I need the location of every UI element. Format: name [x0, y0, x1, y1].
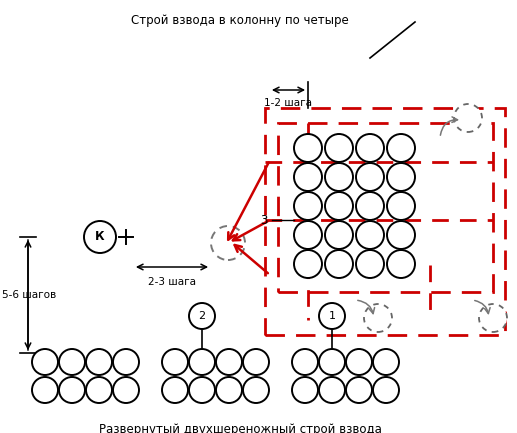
Circle shape [189, 349, 215, 375]
Text: 1-2 шага: 1-2 шага [265, 98, 312, 108]
Circle shape [292, 377, 318, 403]
Circle shape [86, 377, 112, 403]
Text: 1: 1 [328, 311, 336, 321]
Circle shape [346, 349, 372, 375]
Text: К: К [95, 230, 105, 243]
Text: 3: 3 [261, 213, 268, 226]
Circle shape [32, 377, 58, 403]
Circle shape [59, 377, 85, 403]
Circle shape [162, 377, 188, 403]
Circle shape [211, 226, 245, 260]
Circle shape [356, 134, 384, 162]
Text: Развернутый двухшереножный строй взвода: Развернутый двухшереножный строй взвода [99, 423, 382, 433]
Circle shape [294, 250, 322, 278]
Circle shape [294, 134, 322, 162]
Circle shape [294, 192, 322, 220]
Circle shape [454, 104, 482, 132]
Circle shape [294, 221, 322, 249]
Circle shape [356, 192, 384, 220]
Circle shape [59, 349, 85, 375]
Circle shape [189, 377, 215, 403]
Text: 2-3 шага: 2-3 шага [148, 277, 196, 287]
Circle shape [292, 349, 318, 375]
Circle shape [387, 250, 415, 278]
Circle shape [325, 134, 353, 162]
Bar [278, 123, 493, 292]
Circle shape [113, 377, 139, 403]
Circle shape [86, 349, 112, 375]
Circle shape [216, 377, 242, 403]
Circle shape [387, 134, 415, 162]
Circle shape [356, 221, 384, 249]
Circle shape [319, 303, 345, 329]
Circle shape [479, 304, 507, 332]
Circle shape [113, 349, 139, 375]
Circle shape [84, 221, 116, 253]
Circle shape [243, 349, 269, 375]
Circle shape [216, 349, 242, 375]
Circle shape [32, 349, 58, 375]
Circle shape [387, 192, 415, 220]
Circle shape [364, 304, 392, 332]
Bar [265, 108, 505, 335]
Circle shape [373, 377, 399, 403]
Circle shape [356, 163, 384, 191]
Circle shape [346, 377, 372, 403]
Circle shape [325, 221, 353, 249]
Circle shape [325, 192, 353, 220]
Circle shape [387, 163, 415, 191]
Circle shape [294, 163, 322, 191]
Circle shape [319, 377, 345, 403]
Circle shape [162, 349, 188, 375]
Text: 2: 2 [199, 311, 206, 321]
Circle shape [356, 250, 384, 278]
Circle shape [325, 250, 353, 278]
Circle shape [373, 349, 399, 375]
Circle shape [189, 303, 215, 329]
Circle shape [243, 377, 269, 403]
Circle shape [387, 221, 415, 249]
Text: Строй взвода в колонну по четыре: Строй взвода в колонну по четыре [131, 14, 349, 27]
Circle shape [325, 163, 353, 191]
Circle shape [319, 349, 345, 375]
Text: 5-6 шагов: 5-6 шагов [2, 290, 56, 300]
